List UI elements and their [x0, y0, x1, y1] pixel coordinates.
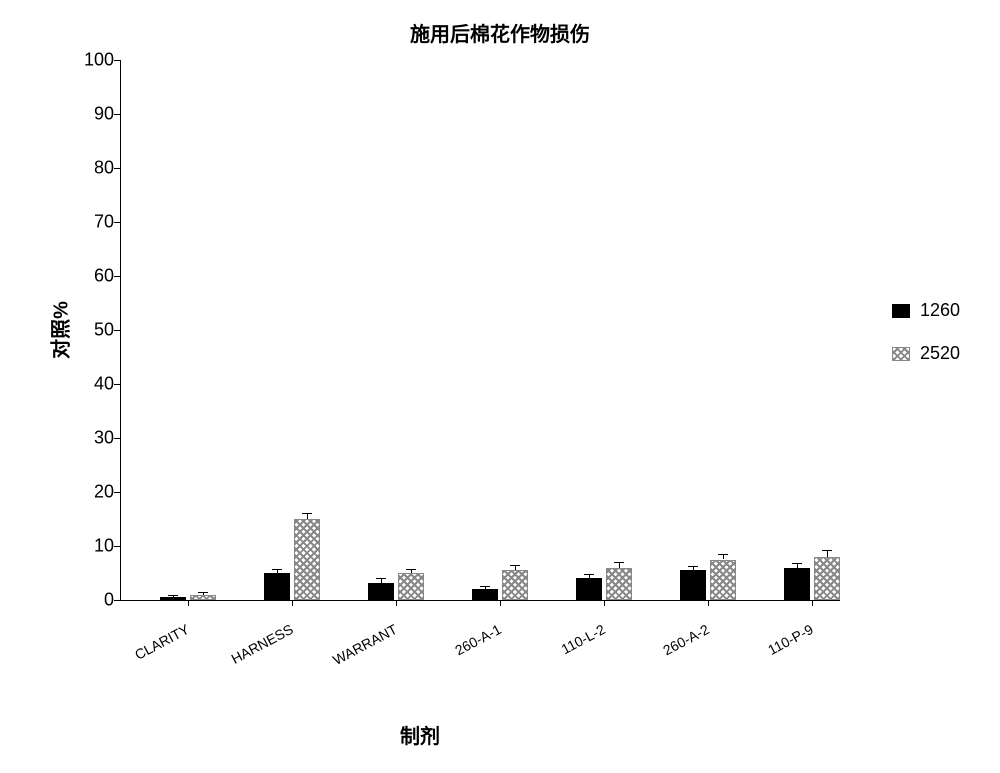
legend-swatch-solid [892, 304, 910, 318]
y-tick [114, 546, 120, 547]
x-tick-mark [292, 600, 293, 606]
error-cap [480, 586, 490, 587]
error-cap [584, 574, 594, 575]
bar-solid [264, 573, 290, 600]
y-tick [114, 438, 120, 439]
x-tick-label: 260-A-1 [408, 621, 504, 682]
error-cap [198, 592, 208, 593]
chart-title: 施用后棉花作物损伤 [0, 18, 1000, 47]
y-tick-label: 90 [64, 104, 114, 125]
bar-hatch [710, 560, 736, 601]
error-cap [272, 569, 282, 570]
x-tick-label: 260-A-2 [616, 621, 712, 682]
y-tick [114, 60, 120, 61]
y-tick-label: 40 [64, 374, 114, 395]
x-tick-mark [500, 600, 501, 606]
legend-item: 2520 [892, 343, 960, 364]
y-tick [114, 600, 120, 601]
bar-hatch [398, 573, 424, 600]
bar-hatch [814, 557, 840, 600]
y-tick [114, 222, 120, 223]
y-tick [114, 168, 120, 169]
bar-solid [680, 570, 706, 600]
x-tick-label: HARNESS [200, 621, 296, 682]
y-tick-label: 100 [64, 50, 114, 71]
legend: 1260 2520 [892, 300, 960, 386]
y-tick-label: 20 [64, 482, 114, 503]
y-axis-title: 对照% [44, 301, 73, 359]
bar-solid [472, 589, 498, 600]
legend-label: 1260 [920, 300, 960, 321]
y-tick [114, 384, 120, 385]
y-axis-line [120, 60, 121, 600]
bar-hatch [606, 568, 632, 600]
x-tick-mark [812, 600, 813, 606]
y-tick [114, 114, 120, 115]
error-cap [614, 562, 624, 563]
legend-swatch-hatch [892, 347, 910, 361]
x-tick-mark [604, 600, 605, 606]
error-cap [376, 578, 386, 579]
x-axis-line [120, 600, 840, 601]
x-tick-mark [396, 600, 397, 606]
bar-hatch [190, 595, 216, 600]
x-tick-label: 110-L-2 [512, 621, 608, 682]
error-cap [718, 554, 728, 555]
y-tick [114, 330, 120, 331]
y-tick [114, 492, 120, 493]
x-tick-label: WARRANT [304, 621, 400, 682]
y-tick [114, 276, 120, 277]
error-cap [792, 563, 802, 564]
y-tick-label: 80 [64, 158, 114, 179]
error-cap [510, 565, 520, 566]
x-tick-mark [188, 600, 189, 606]
error-cap [168, 595, 178, 596]
x-tick-label: 110-P-9 [720, 621, 816, 682]
bar-solid [368, 583, 394, 600]
bar-solid [784, 568, 810, 600]
legend-item: 1260 [892, 300, 960, 321]
x-tick-mark [708, 600, 709, 606]
error-cap [406, 569, 416, 570]
bar-hatch [502, 570, 528, 600]
bar-solid [576, 578, 602, 600]
y-tick-label: 0 [64, 590, 114, 611]
y-tick-label: 30 [64, 428, 114, 449]
chart-container: 施用后棉花作物损伤 0102030405060708090100 对照% 制剂 … [0, 0, 1000, 773]
bar-hatch [294, 519, 320, 600]
legend-label: 2520 [920, 343, 960, 364]
x-tick-label: CLARITY [96, 621, 192, 682]
y-tick-label: 70 [64, 212, 114, 233]
error-cap [688, 566, 698, 567]
error-cap [302, 513, 312, 514]
bar-solid [160, 597, 186, 600]
y-tick-label: 60 [64, 266, 114, 287]
x-axis-title: 制剂 [0, 720, 840, 749]
error-cap [822, 550, 832, 551]
y-tick-label: 10 [64, 536, 114, 557]
